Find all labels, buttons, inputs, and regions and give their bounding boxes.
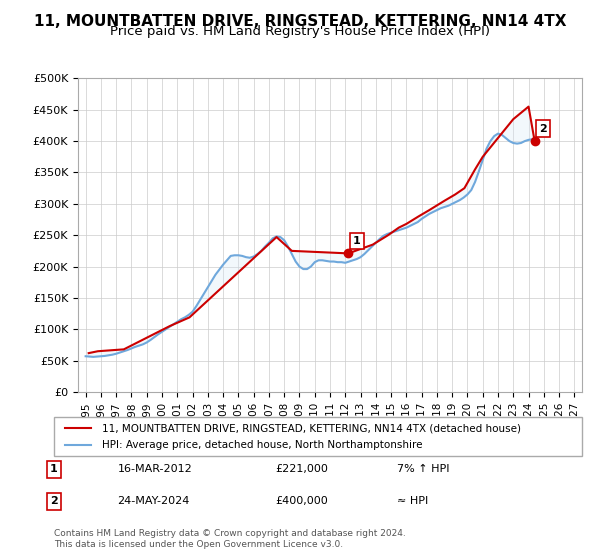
Text: 2: 2 (50, 497, 58, 506)
Text: Price paid vs. HM Land Registry's House Price Index (HPI): Price paid vs. HM Land Registry's House … (110, 25, 490, 38)
FancyBboxPatch shape (54, 417, 582, 456)
Text: 1: 1 (353, 236, 361, 246)
Text: 16-MAR-2012: 16-MAR-2012 (118, 464, 192, 474)
Text: 11, MOUNTBATTEN DRIVE, RINGSTEAD, KETTERING, NN14 4TX (detached house): 11, MOUNTBATTEN DRIVE, RINGSTEAD, KETTER… (101, 423, 521, 433)
Text: HPI: Average price, detached house, North Northamptonshire: HPI: Average price, detached house, Nort… (101, 440, 422, 450)
Text: 24-MAY-2024: 24-MAY-2024 (118, 497, 190, 506)
Text: 2: 2 (539, 124, 547, 134)
Text: 7% ↑ HPI: 7% ↑ HPI (397, 464, 450, 474)
Text: ≈ HPI: ≈ HPI (397, 497, 428, 506)
Text: Contains HM Land Registry data © Crown copyright and database right 2024.
This d: Contains HM Land Registry data © Crown c… (54, 529, 406, 549)
Text: £400,000: £400,000 (276, 497, 329, 506)
Text: 1: 1 (50, 464, 58, 474)
Text: 11, MOUNTBATTEN DRIVE, RINGSTEAD, KETTERING, NN14 4TX: 11, MOUNTBATTEN DRIVE, RINGSTEAD, KETTER… (34, 14, 566, 29)
Text: £221,000: £221,000 (276, 464, 329, 474)
